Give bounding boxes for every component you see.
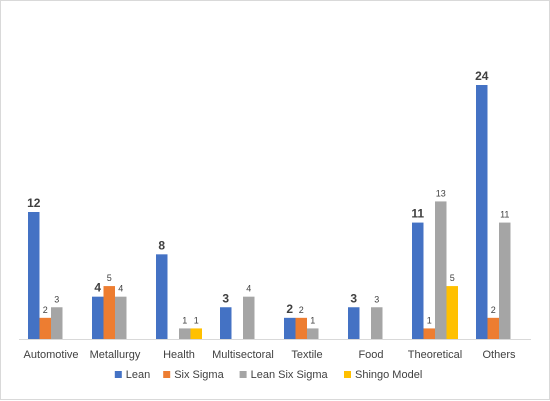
bar-health-shingo-model [190,328,202,339]
data-label-automotive-six-sigma: 2 [43,305,48,315]
data-label-automotive-lean: 12 [27,196,41,210]
category-label-others: Others [482,349,516,361]
bar-metallurgy-six-sigma [103,286,115,339]
bar-textile-lean [284,317,296,339]
legend-swatch-lean [114,371,122,378]
data-label-textile-lean: 2 [286,302,293,316]
legend-item-lean: Lean [114,369,150,381]
bar-health-lean-six-sigma [179,328,191,339]
data-label-automotive-lean-six-sigma: 3 [54,294,59,304]
data-label-multisectoral-lean-six-sigma: 4 [246,284,251,294]
data-label-health-lean-six-sigma: 1 [182,315,187,325]
category-labels-layer: Automotive Metallurgy Health Multisectoral T… [23,349,516,361]
bar-theoretical-shingo-model [446,286,458,339]
bar-automotive-lean [28,212,40,339]
legend-swatch-lean-six-sigma [239,371,247,378]
bar-theoretical-six-sigma [423,328,435,339]
bar-food-lean-six-sigma [371,307,383,339]
bar-theoretical-lean-six-sigma [435,201,447,339]
bar-metallurgy-lean [92,296,104,339]
category-label-textile: Textile [291,349,322,361]
bar-textile-lean-six-sigma [307,328,319,339]
data-label-others-six-sigma: 2 [491,305,496,315]
bar-health-lean [156,254,168,339]
legend-label-shingo-model: Shingo Model [355,369,422,381]
category-label-health: Health [163,349,195,361]
bar-food-lean [348,307,360,339]
bar-automotive-six-sigma [39,317,51,339]
bar-textile-six-sigma [295,317,307,339]
bar-multisectoral-lean [220,307,232,339]
legend: Lean Six Sigma Lean Six Sigma Shingo Model [114,369,422,381]
data-label-health-shingo-model: 1 [194,315,199,325]
data-label-health-lean: 8 [158,238,165,252]
bars-layer [28,85,511,339]
category-label-multisectoral: Multisectoral [212,349,274,361]
category-label-theoretical: Theoretical [408,349,462,361]
legend-label-six-sigma: Six Sigma [174,369,224,381]
data-label-textile-lean-six-sigma: 1 [310,315,315,325]
data-label-food-lean-six-sigma: 3 [374,294,379,304]
bar-theoretical-lean [412,222,424,339]
data-label-textile-six-sigma: 2 [299,305,304,315]
legend-label-lean: Lean [126,369,150,381]
bar-multisectoral-lean-six-sigma [243,296,255,339]
data-label-theoretical-lean: 11 [411,207,424,221]
data-label-others-lean-six-sigma: 11 [500,210,509,220]
legend-label-lean-six-sigma: Lean Six Sigma [251,369,329,381]
data-label-theoretical-shingo-model: 5 [450,273,455,283]
legend-item-lean-six-sigma: Lean Six Sigma [239,369,329,381]
bar-automotive-lean-six-sigma [51,307,63,339]
data-label-metallurgy-lean: 4 [94,281,101,295]
data-label-theoretical-six-sigma: 1 [427,315,432,325]
data-label-multisectoral-lean: 3 [222,291,229,305]
category-label-automotive: Automotive [23,349,78,361]
bar-others-lean-six-sigma [499,222,511,339]
data-label-theoretical-lean-six-sigma: 13 [436,188,446,198]
category-label-food: Food [358,349,383,361]
bar-others-lean [476,85,488,339]
data-label-food-lean: 3 [350,291,357,305]
bar-others-six-sigma [487,317,499,339]
data-label-metallurgy-six-sigma: 5 [107,273,112,283]
data-label-metallurgy-lean-six-sigma: 4 [118,284,123,294]
legend-swatch-shingo-model [344,371,351,378]
legend-item-shingo-model: Shingo Model [344,369,422,381]
category-label-metallurgy: Metallurgy [90,349,141,361]
legend-swatch-six-sigma [163,371,171,378]
bar-metallurgy-lean-six-sigma [115,296,127,339]
legend-item-six-sigma: Six Sigma [163,369,225,381]
data-label-others-lean: 24 [475,69,489,83]
